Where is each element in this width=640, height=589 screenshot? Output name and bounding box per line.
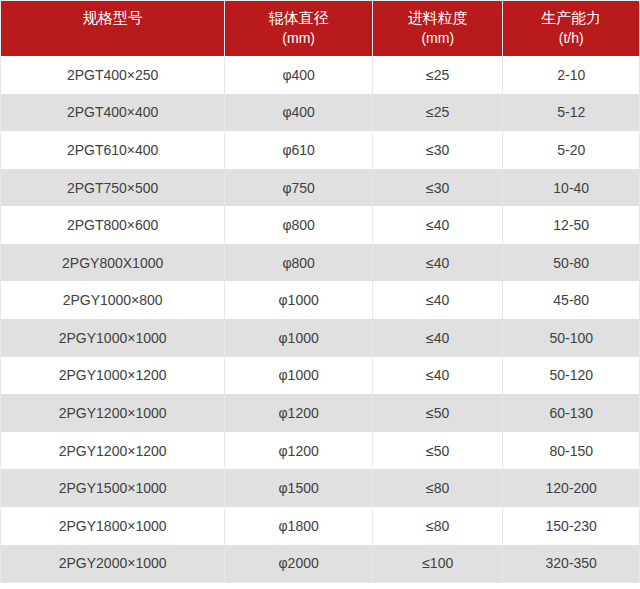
header-unit: (mm) xyxy=(421,28,454,48)
cell-capacity: 50-80 xyxy=(502,244,639,282)
cell-roller-diameter: φ400 xyxy=(224,94,372,132)
cell-model: 2PGY1200×1200 xyxy=(1,432,224,470)
table-row: 2PGY1800×1000 φ1800 ≤80 150-230 xyxy=(1,507,639,545)
cell-roller-diameter: φ1500 xyxy=(224,469,372,507)
table-row: 2PGY1000×800 φ1000 ≤40 45-80 xyxy=(1,281,639,319)
header-cell-model: 规格型号 xyxy=(1,1,224,56)
header-cell-feed-size: 进料粒度 (mm) xyxy=(372,1,502,56)
cell-roller-diameter: φ800 xyxy=(224,206,372,244)
cell-model: 2PGT400×400 xyxy=(1,94,224,132)
table-row: 2PGT800×600 φ800 ≤40 12-50 xyxy=(1,206,639,244)
cell-model: 2PGY1000×1200 xyxy=(1,357,224,395)
cell-feed-size: ≤50 xyxy=(372,432,502,470)
cell-capacity: 5-12 xyxy=(502,94,639,132)
table-row: 2PGY2000×1000 φ2000 ≤100 320-350 xyxy=(1,545,639,583)
cell-feed-size: ≤100 xyxy=(372,545,502,583)
table-row: 2PGT400×250 φ400 ≤25 2-10 xyxy=(1,56,639,94)
cell-feed-size: ≤40 xyxy=(372,319,502,357)
cell-roller-diameter: φ1000 xyxy=(224,319,372,357)
header-label: 生产能力 xyxy=(541,8,601,28)
table-row: 2PGT750×500 φ750 ≤30 10-40 xyxy=(1,169,639,207)
table-row: 2PGY1500×1000 φ1500 ≤80 120-200 xyxy=(1,469,639,507)
cell-roller-diameter: φ2000 xyxy=(224,545,372,583)
cell-roller-diameter: φ400 xyxy=(224,56,372,94)
table-row: 2PGY800X1000 φ800 ≤40 50-80 xyxy=(1,244,639,282)
header-label: 进料粒度 xyxy=(408,8,468,28)
cell-model: 2PGT400×250 xyxy=(1,56,224,94)
specification-table: 规格型号 辊体直径 (mm) 进料粒度 (mm) 生产能力 (t/h) 2PGT… xyxy=(0,0,640,583)
cell-capacity: 60-130 xyxy=(502,394,639,432)
cell-feed-size: ≤30 xyxy=(372,131,502,169)
cell-roller-diameter: φ1000 xyxy=(224,357,372,395)
cell-feed-size: ≤40 xyxy=(372,206,502,244)
cell-model: 2PGY1500×1000 xyxy=(1,469,224,507)
cell-roller-diameter: φ610 xyxy=(224,131,372,169)
cell-model: 2PGT610×400 xyxy=(1,131,224,169)
cell-model: 2PGY1000×1000 xyxy=(1,319,224,357)
table-row: 2PGY1000×1000 φ1000 ≤40 50-100 xyxy=(1,319,639,357)
header-label: 规格型号 xyxy=(83,8,143,28)
cell-feed-size: ≤30 xyxy=(372,169,502,207)
cell-model: 2PGY1000×800 xyxy=(1,281,224,319)
cell-roller-diameter: φ800 xyxy=(224,244,372,282)
cell-model: 2PGY800X1000 xyxy=(1,244,224,282)
table-row: 2PGY1200×1200 φ1200 ≤50 80-150 xyxy=(1,432,639,470)
cell-feed-size: ≤50 xyxy=(372,394,502,432)
cell-feed-size: ≤40 xyxy=(372,244,502,282)
cell-model: 2PGT800×600 xyxy=(1,206,224,244)
table-row: 2PGT400×400 φ400 ≤25 5-12 xyxy=(1,94,639,132)
table-body: 2PGT400×250 φ400 ≤25 2-10 2PGT400×400 φ4… xyxy=(1,56,639,582)
cell-capacity: 50-100 xyxy=(502,319,639,357)
cell-capacity: 150-230 xyxy=(502,507,639,545)
header-cell-capacity: 生产能力 (t/h) xyxy=(502,1,639,56)
cell-capacity: 120-200 xyxy=(502,469,639,507)
header-label: 辊体直径 xyxy=(269,8,329,28)
cell-roller-diameter: φ1800 xyxy=(224,507,372,545)
cell-feed-size: ≤80 xyxy=(372,507,502,545)
cell-feed-size: ≤40 xyxy=(372,357,502,395)
cell-capacity: 80-150 xyxy=(502,432,639,470)
header-unit: (mm) xyxy=(282,28,315,48)
cell-model: 2PGY2000×1000 xyxy=(1,545,224,583)
cell-roller-diameter: φ750 xyxy=(224,169,372,207)
cell-feed-size: ≤40 xyxy=(372,281,502,319)
table-header-row: 规格型号 辊体直径 (mm) 进料粒度 (mm) 生产能力 (t/h) xyxy=(1,1,639,56)
header-unit: (t/h) xyxy=(559,28,584,48)
table-row: 2PGY1200×1000 φ1200 ≤50 60-130 xyxy=(1,394,639,432)
cell-capacity: 10-40 xyxy=(502,169,639,207)
cell-capacity: 2-10 xyxy=(502,56,639,94)
cell-feed-size: ≤25 xyxy=(372,94,502,132)
cell-capacity: 45-80 xyxy=(502,281,639,319)
cell-capacity: 50-120 xyxy=(502,357,639,395)
cell-roller-diameter: φ1000 xyxy=(224,281,372,319)
cell-roller-diameter: φ1200 xyxy=(224,394,372,432)
cell-model: 2PGT750×500 xyxy=(1,169,224,207)
cell-feed-size: ≤80 xyxy=(372,469,502,507)
table-row: 2PGT610×400 φ610 ≤30 5-20 xyxy=(1,131,639,169)
cell-roller-diameter: φ1200 xyxy=(224,432,372,470)
cell-capacity: 5-20 xyxy=(502,131,639,169)
cell-model: 2PGY1800×1000 xyxy=(1,507,224,545)
header-cell-roller-diameter: 辊体直径 (mm) xyxy=(224,1,372,56)
cell-capacity: 320-350 xyxy=(502,545,639,583)
cell-capacity: 12-50 xyxy=(502,206,639,244)
cell-feed-size: ≤25 xyxy=(372,56,502,94)
table-row: 2PGY1000×1200 φ1000 ≤40 50-120 xyxy=(1,357,639,395)
cell-model: 2PGY1200×1000 xyxy=(1,394,224,432)
